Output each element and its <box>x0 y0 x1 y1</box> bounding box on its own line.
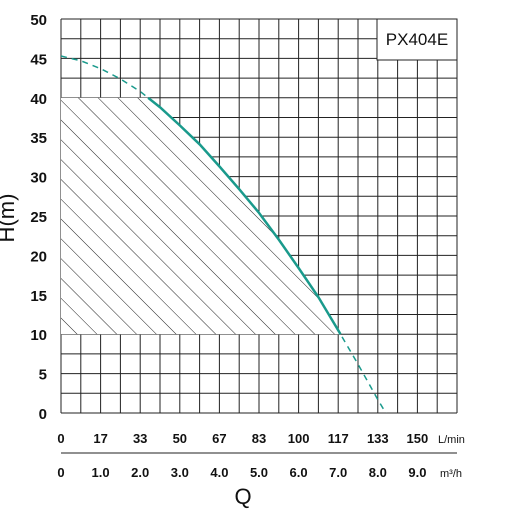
operating-range-hatch <box>61 97 341 335</box>
y-tick-label: 35 <box>30 130 47 147</box>
x-tick-label-m3h: 2.0 <box>131 465 149 480</box>
m3h-unit-label: m³/h <box>440 468 462 480</box>
y-tick-label: 10 <box>30 327 47 344</box>
operating-range-area <box>61 97 341 335</box>
x-axis-ticks: 0 17 33 50 67 83 100 117 133 150 0 1.0 2.0 3.0 4.0 5.0 6… <box>57 431 428 480</box>
x-tick-label-m3h: 1.0 <box>92 465 110 480</box>
performance-curve <box>61 55 387 413</box>
y-tick-label: 30 <box>30 170 47 187</box>
y-tick-label: 40 <box>30 91 47 108</box>
x-tick-label-lmin: 67 <box>212 431 226 446</box>
x-axis-title: Q <box>234 484 251 509</box>
x-tick-label-lmin: 0 <box>57 431 64 446</box>
y-tick-label: 5 <box>39 367 47 384</box>
y-tick-label: 0 <box>39 406 47 423</box>
x-tick-label-lmin: 117 <box>328 431 349 446</box>
y-tick-label: 45 <box>30 51 47 68</box>
x-tick-label-m3h: 0 <box>57 465 64 480</box>
y-axis-ticks: 0 5 10 15 20 25 30 35 40 45 50 <box>30 12 47 423</box>
legend-box <box>376 18 458 61</box>
x-tick-label-lmin: 100 <box>288 431 310 446</box>
y-tick-label: 50 <box>30 12 47 29</box>
lmin-unit-label: L/min <box>438 434 465 446</box>
x-tick-label-m3h: 8.0 <box>369 465 387 480</box>
legend-label: PX404E <box>386 30 448 49</box>
curve-operating-line <box>147 96 342 335</box>
x-tick-label-lmin: 133 <box>367 431 389 446</box>
y-tick-label: 20 <box>30 248 47 265</box>
x-tick-label-m3h: 3.0 <box>171 465 189 480</box>
y-axis-title: H(m) <box>0 194 19 243</box>
y-tick-label: 15 <box>30 288 47 305</box>
x-tick-label-m3h: 4.0 <box>210 465 228 480</box>
x-tick-label-lmin: 50 <box>173 431 187 446</box>
x-tick-label-m3h: 9.0 <box>408 465 426 480</box>
x-tick-label-lmin: 83 <box>252 431 266 446</box>
x-tick-label-lmin: 150 <box>407 431 429 446</box>
x-tick-label-lmin: 33 <box>133 431 147 446</box>
y-tick-label: 25 <box>30 209 47 226</box>
x-tick-label-m3h: 5.0 <box>250 465 268 480</box>
x-tick-label-lmin: 17 <box>93 431 107 446</box>
x-tick-label-m3h: 6.0 <box>290 465 308 480</box>
x-tick-label-m3h: 7.0 <box>329 465 347 480</box>
